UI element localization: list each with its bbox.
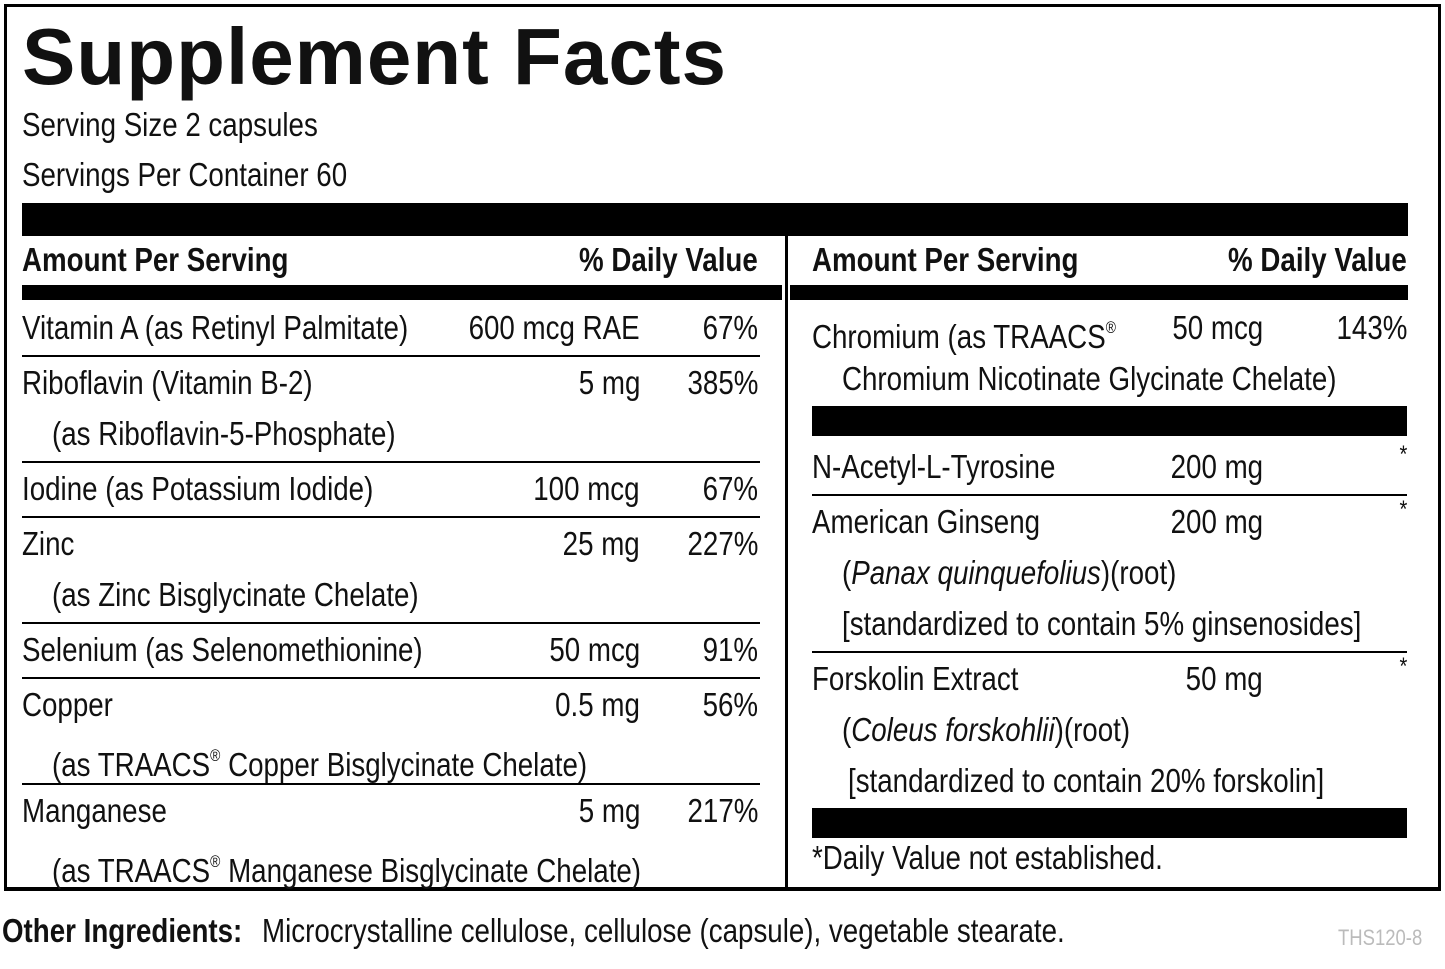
- amount: 200 mg: [1170, 503, 1263, 540]
- amount: 50 mg: [1185, 660, 1263, 697]
- daily-value: 217%: [687, 792, 758, 829]
- amount: 5 mg: [578, 364, 640, 401]
- ingredient-name: Selenium (as Selenomethionine): [22, 631, 423, 668]
- header-daily-value: % Daily Value: [579, 241, 758, 278]
- header-amount: Amount Per Serving: [812, 241, 1079, 278]
- row-separator: [22, 355, 760, 357]
- ingredient-name: Vitamin A (as Retinyl Palmitate): [22, 309, 409, 346]
- serving-size: Serving Size 2 capsules: [22, 106, 318, 143]
- amount: 100 mcg: [533, 470, 640, 507]
- row-separator: [22, 783, 760, 785]
- title: Supplement Facts: [22, 12, 728, 101]
- italic-text: Coleus forskohlii: [851, 711, 1055, 748]
- ingredient-name: Zinc: [22, 525, 75, 562]
- amount: 25 mg: [562, 525, 640, 562]
- text: )(root): [1054, 711, 1131, 748]
- daily-value: 227%: [687, 525, 758, 562]
- ingredient-detail: (Panax quinquefolius)(root): [842, 553, 1176, 593]
- header-amount: Amount Per Serving: [22, 241, 289, 278]
- text: (: [842, 554, 852, 591]
- row-separator: [22, 516, 760, 518]
- ingredient-name: Riboflavin (Vitamin B-2): [22, 364, 313, 401]
- daily-value: *: [1399, 441, 1407, 468]
- daily-value: *: [1399, 496, 1407, 523]
- ingredient-detail: (as Zinc Bisglycinate Chelate): [52, 576, 419, 613]
- ingredient-detail: Chromium Nicotinate Glycinate Chelate): [842, 360, 1337, 397]
- frame-right: [1438, 4, 1441, 890]
- row-separator: [812, 494, 1407, 496]
- ingredient-detail: [standardized to contain 20% forskolin]: [848, 762, 1325, 799]
- amount: 50 mcg: [549, 631, 640, 668]
- frame-top: [4, 4, 1441, 7]
- text: )(root): [1100, 554, 1177, 591]
- ingredient-name: Chromium (as TRAACS®: [812, 317, 1116, 355]
- ingredient-detail: (as Riboflavin-5-Phosphate): [52, 415, 396, 452]
- other-ingredients-text: Microcrystalline cellulose, cellulose (c…: [262, 912, 1065, 949]
- amount: 50 mcg: [1172, 309, 1263, 346]
- amount: 0.5 mg: [555, 686, 640, 723]
- daily-value: 67%: [702, 470, 758, 507]
- row-separator: [812, 651, 1407, 653]
- text: (: [842, 711, 852, 748]
- ingredient-name: Manganese: [22, 792, 167, 829]
- product-code: THS120-8: [1338, 925, 1423, 950]
- row-separator: [22, 461, 760, 463]
- ingredient-name: American Ginseng: [812, 503, 1041, 540]
- frame-bottom: [4, 887, 1441, 891]
- section-bar: [812, 406, 1407, 436]
- frame-left: [4, 4, 7, 890]
- ingredient-detail: [standardized to contain 5% ginsenosides…: [842, 605, 1362, 642]
- daily-value: 385%: [687, 364, 758, 401]
- daily-value: 67%: [702, 309, 758, 346]
- amount: 600 mcg RAE: [468, 309, 640, 346]
- ingredient-detail: (as TRAACS® Copper Bisglycinate Chelate): [52, 745, 588, 783]
- registered-mark: ®: [210, 853, 221, 871]
- ingredient-name: Forskolin Extract: [812, 660, 1019, 697]
- daily-value: 91%: [702, 631, 758, 668]
- daily-value: 56%: [702, 686, 758, 723]
- servings-per-container: Servings Per Container 60: [22, 156, 348, 193]
- row-separator: [22, 622, 760, 624]
- section-bar: [812, 808, 1407, 838]
- row-separator: [22, 677, 760, 679]
- registered-mark: ®: [1105, 319, 1116, 337]
- ingredient-name: Iodine (as Potassium Iodide): [22, 470, 374, 507]
- italic-text: Panax quinquefolius: [851, 554, 1101, 591]
- ingredient-name: Copper: [22, 686, 113, 723]
- daily-value: *: [1399, 653, 1407, 680]
- other-ingredients-label: Other Ingredients:: [2, 912, 243, 949]
- header-bar-left: [22, 285, 782, 300]
- ingredient-detail: (Coleus forskohlii)(root): [842, 710, 1130, 750]
- header-daily-value: % Daily Value: [1228, 241, 1407, 278]
- header-bar-right: [790, 285, 1408, 300]
- ingredient-name: N-Acetyl-L-Tyrosine: [812, 448, 1056, 485]
- amount: 5 mg: [578, 792, 640, 829]
- registered-mark: ®: [210, 747, 221, 765]
- top-bar: [22, 203, 1408, 236]
- amount: 200 mg: [1170, 448, 1263, 485]
- daily-value: 143%: [1336, 309, 1407, 346]
- ingredient-detail: (as TRAACS® Manganese Bisglycinate Chela…: [52, 851, 642, 889]
- column-divider: [785, 236, 788, 888]
- footnote: *Daily Value not established.: [812, 839, 1163, 876]
